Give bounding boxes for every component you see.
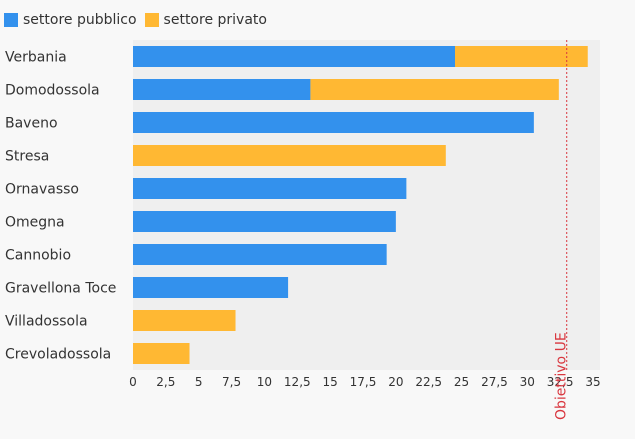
x-tick-label: 30: [520, 375, 535, 389]
x-tick-label: 35: [585, 375, 600, 389]
category-label: Villadossola: [5, 314, 88, 330]
category-label: Domodossola: [5, 83, 100, 99]
legend-label: settore pubblico: [23, 12, 137, 28]
x-tick-label: 0: [129, 375, 137, 389]
bar-privato[interactable]: [133, 310, 236, 331]
bar-privato[interactable]: [310, 79, 559, 100]
category-label: Verbania: [5, 50, 67, 66]
x-tick-label: 32,5: [547, 375, 574, 389]
bar-pubblico[interactable]: [133, 46, 456, 67]
bar-privato[interactable]: [455, 46, 588, 67]
legend-item[interactable]: settore privato: [144, 12, 267, 28]
legend-item[interactable]: settore pubblico: [4, 12, 137, 28]
x-tick-label: 20: [388, 375, 403, 389]
bar-pubblico[interactable]: [133, 112, 534, 133]
category-label: Gravellona Toce: [5, 281, 116, 297]
category-label: Stresa: [5, 149, 49, 165]
legend-swatch: [4, 13, 18, 27]
chart-legend: settore pubblico settore privato: [4, 10, 267, 30]
x-tick-label: 5: [195, 375, 203, 389]
x-tick-label: 12,5: [284, 375, 311, 389]
x-tick-label: 10: [257, 375, 272, 389]
bar-pubblico[interactable]: [133, 79, 311, 100]
category-label: Baveno: [5, 116, 58, 132]
bar-pubblico[interactable]: [133, 244, 387, 265]
bar-pubblico[interactable]: [133, 211, 396, 232]
bar-privato[interactable]: [133, 145, 446, 166]
bar-pubblico[interactable]: [133, 178, 407, 199]
x-tick-label: 7,5: [222, 375, 241, 389]
x-tick-label: 22,5: [415, 375, 442, 389]
category-label: Crevoladossola: [5, 347, 111, 363]
category-label: Omegna: [5, 215, 65, 231]
category-label: Ornavasso: [5, 182, 79, 198]
bar-privato[interactable]: [133, 343, 190, 364]
x-tick-label: 15: [323, 375, 338, 389]
legend-swatch: [144, 13, 159, 27]
x-tick-label: 2,5: [156, 375, 175, 389]
category-label: Cannobio: [5, 248, 71, 264]
bar-pubblico[interactable]: [133, 277, 289, 298]
x-tick-label: 27,5: [481, 375, 508, 389]
x-tick-label: 25: [454, 375, 469, 389]
reference-line-label: Obiettivo UE: [554, 332, 570, 420]
legend-label: settore privato: [163, 12, 267, 28]
x-tick-label: 17,5: [350, 375, 377, 389]
